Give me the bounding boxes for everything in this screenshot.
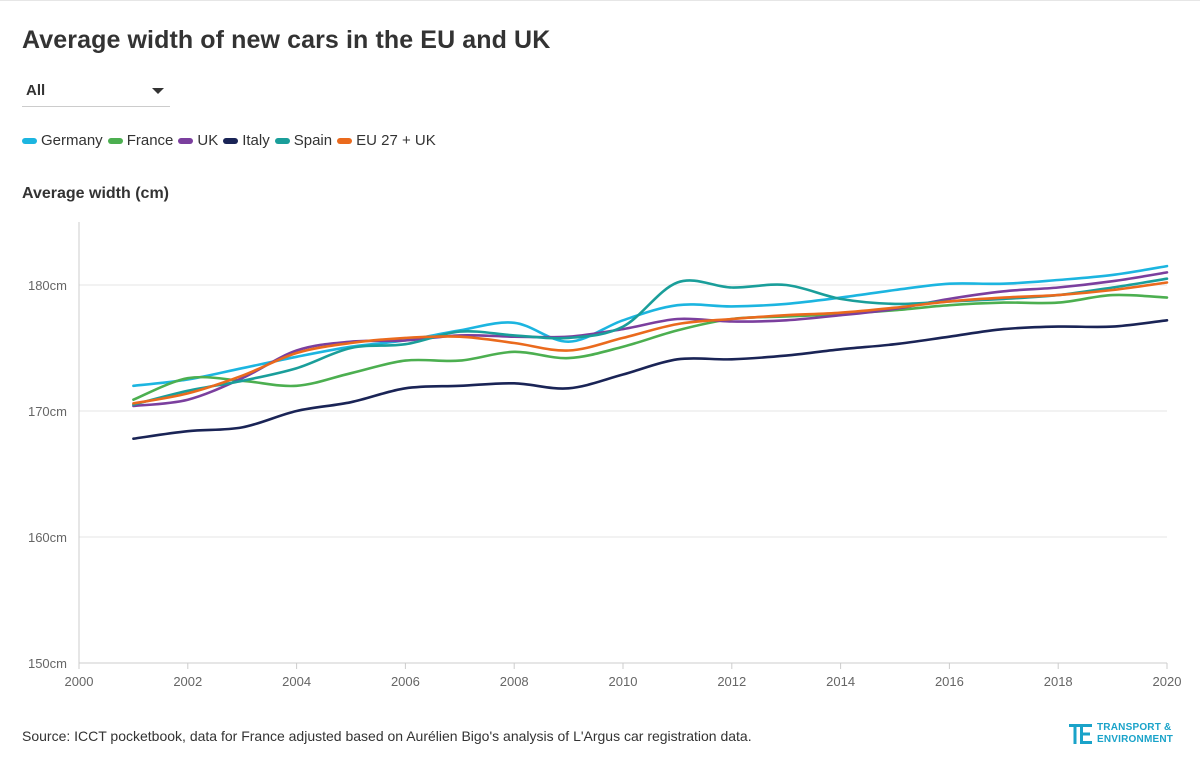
x-tick-label: 2004 [282, 674, 311, 689]
x-tick-label: 2014 [826, 674, 855, 689]
series-line-germany [132, 264, 1169, 388]
legend-swatch [337, 137, 353, 144]
series-line-italy [132, 319, 1169, 440]
legend-label: Spain [293, 132, 333, 149]
legend-label: UK [197, 132, 219, 149]
legend-label: Germany [41, 132, 103, 149]
chart-title: Average width of new cars in the EU and … [22, 26, 551, 54]
country-filter-dropdown[interactable]: All [22, 76, 170, 107]
x-tick-label: 2000 [65, 674, 94, 689]
logo-line-2: ENVIRONMENT [1097, 734, 1174, 745]
x-tick-label: 2010 [609, 674, 638, 689]
legend-label: France [126, 132, 174, 149]
series-line-uk [132, 271, 1169, 408]
legend-item-germany[interactable]: Germany [22, 132, 103, 149]
legend-item-italy[interactable]: Italy [223, 132, 270, 149]
y-tick-label: 150cm [28, 656, 67, 671]
y-tick-label: 180cm [28, 278, 67, 293]
y-axis-title: Average width (cm) [22, 185, 169, 202]
transport-environment-logo: TRANSPORT & ENVIRONMENT [1068, 722, 1178, 746]
chevron-down-icon [152, 88, 164, 94]
legend-swatch [223, 137, 239, 144]
x-tick-label: 2016 [935, 674, 964, 689]
series-line-eu-27-uk [132, 281, 1169, 405]
y-tick-label: 170cm [28, 404, 67, 419]
y-tick-label: 160cm [28, 530, 67, 545]
x-tick-label: 2002 [173, 674, 202, 689]
legend-swatch [178, 137, 194, 144]
logo-line-1: TRANSPORT & [1097, 722, 1172, 733]
legend-swatch [274, 137, 290, 144]
te-logo-icon [1069, 724, 1092, 744]
legend-item-uk[interactable]: UK [178, 132, 218, 149]
source-note: Source: ICCT pocketbook, data for France… [22, 728, 752, 744]
legend: Germany France UK Italy Spain EU 27 + UK [22, 132, 441, 149]
dropdown-selected-value: All [26, 82, 46, 99]
x-tick-label: 2012 [717, 674, 746, 689]
legend-label: EU 27 + UK [356, 132, 436, 149]
series-line-france [132, 293, 1169, 401]
x-tick-label: 2006 [391, 674, 420, 689]
top-rule [0, 0, 1200, 1]
legend-label: Italy [242, 132, 270, 149]
legend-item-spain[interactable]: Spain [274, 132, 333, 149]
x-tick-label: 2008 [500, 674, 529, 689]
legend-swatch [107, 137, 123, 144]
legend-swatch [22, 137, 37, 144]
x-tick-label: 2018 [1044, 674, 1073, 689]
legend-item-eu-27-uk[interactable]: EU 27 + UK [337, 132, 436, 149]
legend-item-france[interactable]: France [107, 132, 174, 149]
x-tick-label: 2020 [1153, 674, 1182, 689]
